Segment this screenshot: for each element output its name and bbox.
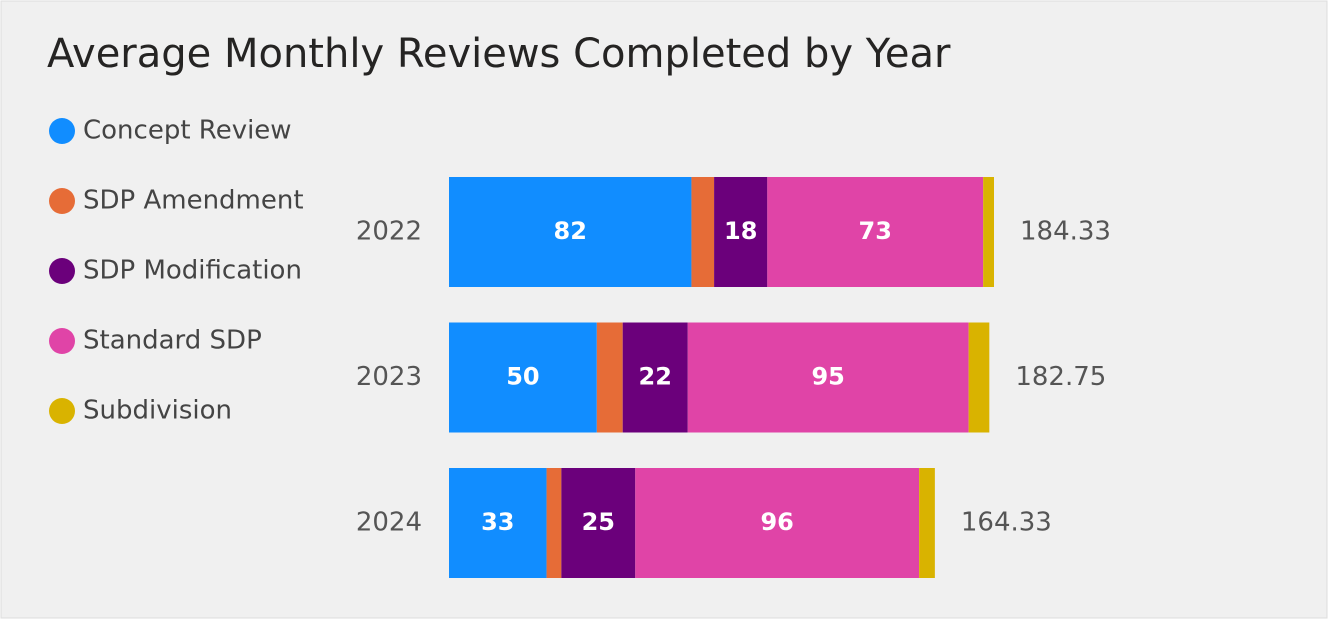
bar-segment	[561, 468, 636, 578]
data-label: 96	[760, 508, 793, 536]
legend-marker	[49, 258, 75, 284]
bar-segment	[687, 322, 969, 433]
data-label: 25	[582, 508, 615, 536]
legend-label: SDP Modification	[83, 256, 302, 286]
bar-segment	[449, 468, 547, 578]
legend-label: Standard SDP	[83, 326, 262, 356]
bar-segment	[449, 322, 597, 433]
legend-label: Subdivision	[83, 396, 232, 426]
total-label: 184.33	[1020, 217, 1111, 247]
bar-segment	[635, 468, 920, 578]
legend-marker	[49, 188, 75, 214]
y-tick-label: 2022	[356, 217, 422, 247]
bar-segment	[622, 322, 688, 433]
legend-label: Concept Review	[83, 116, 292, 146]
y-tick-label: 2024	[356, 508, 422, 538]
legend-marker	[49, 328, 75, 354]
bar-segment	[714, 177, 768, 287]
bar-segment	[983, 177, 994, 287]
legend-marker	[49, 118, 75, 144]
data-label: 82	[554, 217, 587, 245]
bar-segment	[767, 177, 984, 287]
data-label: 33	[481, 508, 514, 536]
legend-marker	[49, 398, 75, 424]
bar-segment	[449, 177, 692, 287]
total-label: 182.75	[1015, 362, 1106, 392]
data-label: 18	[724, 217, 757, 245]
data-label: 95	[811, 363, 844, 391]
bar-segment	[596, 322, 623, 433]
bar-segment	[691, 177, 715, 287]
bar-segment	[546, 468, 562, 578]
legend-label: SDP Amendment	[83, 186, 304, 216]
data-label: 22	[639, 363, 672, 391]
bar-segment	[968, 322, 990, 433]
y-tick-label: 2023	[356, 362, 422, 392]
data-label: 50	[506, 363, 539, 391]
total-label: 164.33	[961, 508, 1052, 538]
data-label: 73	[859, 217, 892, 245]
chart-title: Average Monthly Reviews Completed by Yea…	[47, 31, 951, 77]
bar-segment	[919, 468, 935, 578]
